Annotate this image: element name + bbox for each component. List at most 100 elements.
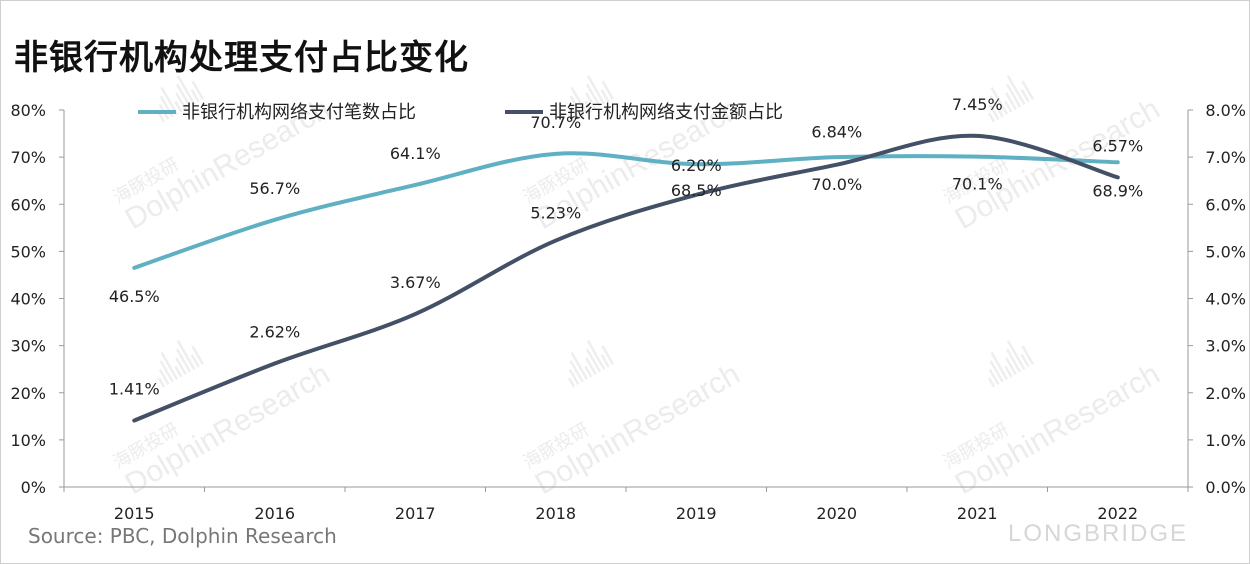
watermark-bar (191, 80, 205, 100)
data-label-2: 5.23% (530, 204, 581, 223)
data-label-2: 6.57% (1092, 136, 1143, 155)
watermark-bar (586, 75, 606, 105)
watermark-bar (1005, 83, 1022, 108)
watermark-bar (159, 360, 174, 383)
watermark-bar (174, 365, 183, 378)
left-tick-label: 0% (21, 478, 46, 497)
watermark-bar (570, 351, 589, 380)
watermark-bar (1020, 354, 1030, 368)
data-label-1: 68.9% (1092, 181, 1143, 200)
watermark-bar (585, 83, 602, 108)
watermark-bar (570, 86, 589, 115)
watermark-bar (1005, 348, 1022, 373)
watermark-bar (1004, 100, 1013, 113)
data-label-1: 70.7% (530, 113, 581, 132)
x-tick-label: 2015 (114, 504, 155, 523)
right-tick-label: 0.0% (1205, 478, 1246, 497)
data-label-2: 3.67% (390, 273, 441, 292)
left-tick-label: 20% (10, 384, 46, 403)
series-line-1 (132, 151, 1120, 270)
watermark-bar (567, 377, 576, 388)
watermark-bar (157, 377, 166, 388)
watermark-bar (987, 112, 996, 123)
left-tick-label: 50% (10, 242, 46, 261)
axes: 0% 10% 20% 30% 40% 50% 60% 70% 80% 0.0% 1.0% 2.0% 3.… (10, 101, 1246, 523)
data-label-1: 64.1% (390, 144, 441, 163)
watermark-bar (568, 103, 580, 120)
legend-label-1: 非银行机构网络支付笔数占比 (182, 102, 416, 123)
x-tick-label: 2020 (816, 504, 857, 523)
watermark-bar (1006, 340, 1026, 370)
series-line-2 (132, 133, 1120, 423)
watermark-bar (174, 100, 183, 113)
watermark-bar (1021, 80, 1035, 100)
data-label-1: 70.0% (811, 175, 862, 194)
legend-label-2: 非银行机构网络支付金额占比 (549, 102, 783, 123)
watermark-bar (567, 112, 576, 123)
watermark-bar (989, 95, 1004, 118)
left-tick-label: 30% (10, 337, 46, 356)
watermark-bar (988, 103, 1000, 120)
watermark-bar (988, 368, 1000, 385)
data-labels: 46.5% 56.7% 64.1% 70.7% 68.5% 70.0% 70.1% 68.9%… (109, 95, 1143, 399)
watermark-bar (1020, 89, 1030, 103)
watermark-bar (176, 340, 196, 370)
x-tick-label: 2017 (395, 504, 436, 523)
data-label-1: 70.1% (952, 175, 1003, 194)
watermark-bar (569, 95, 584, 118)
watermark-bar (600, 354, 610, 368)
left-tick-label: 40% (10, 290, 46, 309)
left-tick-label: 80% (10, 101, 46, 120)
watermark-bar (175, 92, 187, 110)
watermark-bar (1005, 357, 1017, 375)
right-tick-label: 7.0% (1205, 148, 1246, 167)
watermark-en: DolphinResearch (950, 92, 1166, 236)
data-label-1: 46.5% (109, 287, 160, 306)
watermark-en: DolphinResearch (530, 357, 746, 501)
right-tick-label: 2.0% (1205, 384, 1246, 403)
watermark-bar (1004, 365, 1013, 378)
watermark-bar (1005, 92, 1017, 110)
watermark-bar (990, 351, 1009, 380)
left-tick-label: 70% (10, 148, 46, 167)
right-tick-label: 1.0% (1205, 431, 1246, 450)
source-note: Source: PBC, Dolphin Research (28, 524, 337, 548)
right-tick-label: 3.0% (1205, 337, 1246, 356)
left-tick-label: 60% (10, 195, 46, 214)
watermark-bar (568, 368, 580, 385)
watermark-bar (1006, 75, 1026, 105)
watermark-bar (158, 368, 170, 385)
data-label-2: 6.84% (811, 123, 862, 142)
watermark-bar (176, 75, 196, 105)
brand-watermark: LONGBRIDGE (1008, 520, 1189, 547)
watermark-bar (987, 377, 996, 388)
x-tick-label: 2021 (957, 504, 998, 523)
watermark-bar (584, 365, 593, 378)
chart-title: 非银行机构处理支付占比变化 (14, 38, 469, 78)
right-tick-label: 4.0% (1205, 290, 1246, 309)
data-label-2: 1.41% (109, 380, 160, 399)
watermark-bar (990, 86, 1009, 115)
data-label-2: 6.20% (671, 156, 722, 175)
watermark-bar (157, 112, 166, 123)
x-tick-label: 2022 (1097, 504, 1138, 523)
x-tick-label: 2018 (535, 504, 576, 523)
watermark-bar (601, 345, 615, 365)
watermark-en: DolphinResearch (950, 357, 1166, 501)
watermark-bar (191, 345, 205, 365)
data-label-1: 68.5% (671, 181, 722, 200)
watermark-bar (585, 357, 597, 375)
watermark-bar (989, 360, 1004, 383)
watermark-bar (190, 89, 200, 103)
right-tick-label: 8.0% (1205, 101, 1246, 120)
right-tick-label: 5.0% (1205, 242, 1246, 261)
watermark-bar (569, 360, 584, 383)
data-label-2: 7.45% (952, 95, 1003, 114)
watermark-bar (1021, 345, 1035, 365)
